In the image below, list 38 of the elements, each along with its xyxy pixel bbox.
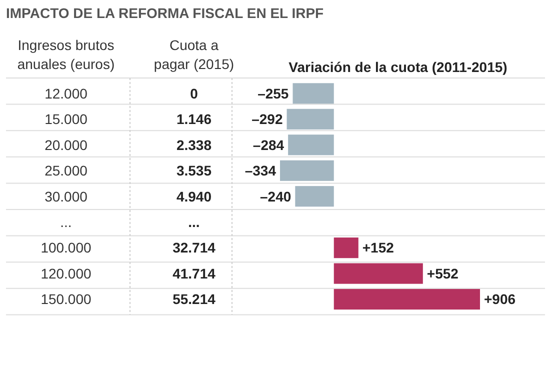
text: 2.338 bbox=[176, 136, 212, 153]
bar bbox=[280, 160, 334, 181]
bar bbox=[295, 186, 334, 207]
y-tick-label: 15.000 bbox=[44, 111, 88, 128]
y-tick-label: 120.000 bbox=[40, 265, 92, 282]
text: Cuota a pagar (2015) bbox=[154, 37, 234, 72]
y-tick-label: 100.000 bbox=[40, 240, 92, 256]
bar bbox=[292, 83, 334, 104]
bar bbox=[286, 108, 334, 130]
text: 41.714 bbox=[172, 265, 216, 282]
y-tick-label: 150.000 bbox=[40, 291, 92, 308]
text: IMPACTO DE LA REFORMA FISCAL EN EL IRPF bbox=[6, 5, 324, 21]
bar bbox=[334, 263, 423, 284]
bar bbox=[334, 288, 480, 310]
y-tick-label: 25.000 bbox=[44, 162, 88, 179]
data-label: –255 bbox=[258, 85, 289, 102]
text: 32.714 bbox=[172, 240, 216, 256]
y-tick-label: 20.000 bbox=[44, 136, 88, 153]
bar bbox=[334, 238, 358, 258]
x-axis-title: Variación de la cuota (2011-2015) bbox=[288, 59, 508, 75]
text: 0 bbox=[190, 85, 198, 102]
y-tick-label: 12.000 bbox=[44, 85, 88, 102]
text: ... bbox=[188, 214, 200, 230]
data-label: +552 bbox=[426, 265, 459, 282]
text: 4.940 bbox=[176, 188, 212, 204]
bar bbox=[288, 134, 334, 156]
y-tick-label: ... bbox=[60, 214, 72, 230]
data-label: –284 bbox=[252, 136, 284, 153]
data-label: –240 bbox=[260, 188, 292, 204]
y-tick-label: 30.000 bbox=[44, 188, 88, 204]
text: 55.214 bbox=[172, 291, 216, 308]
y-axis-title: Ingresos brutos anuales (euros) bbox=[17, 37, 115, 72]
data-label: +152 bbox=[362, 240, 394, 256]
data-label: +906 bbox=[484, 291, 516, 308]
data-label: –292 bbox=[252, 111, 283, 128]
text: 1.146 bbox=[176, 111, 212, 128]
data-label: –334 bbox=[244, 162, 276, 179]
text: 3.535 bbox=[176, 162, 212, 179]
